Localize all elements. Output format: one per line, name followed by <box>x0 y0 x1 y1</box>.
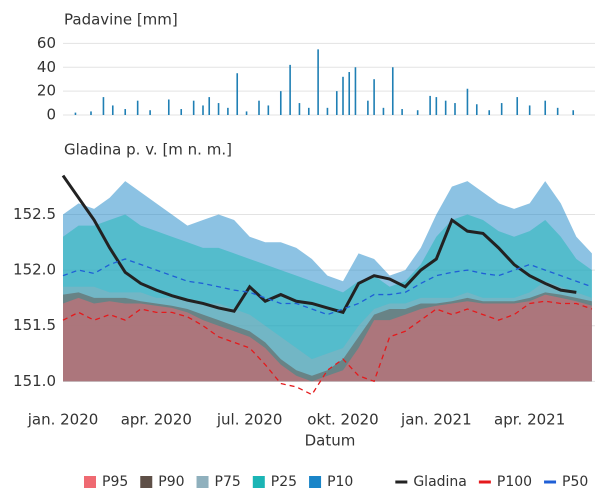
precip-bar <box>258 100 260 115</box>
precip-bar <box>217 103 220 115</box>
precip-bar <box>326 107 329 115</box>
precip-bar <box>444 100 447 115</box>
precip-bar <box>373 79 375 115</box>
precip-bar <box>298 103 301 115</box>
precip-bar <box>317 49 319 115</box>
precip-bar <box>342 76 344 115</box>
legend-swatch <box>309 476 322 488</box>
precip-bar <box>227 107 229 115</box>
precip-bar <box>202 105 204 115</box>
precip-bar <box>167 99 170 115</box>
legend-label: P100 <box>497 474 532 490</box>
y-tick-label: 152.0 <box>13 261 56 279</box>
x-tick-label: jul. 2020 <box>216 411 283 429</box>
legend-label: P50 <box>562 474 588 490</box>
precip-bar <box>149 110 151 115</box>
legend-swatch <box>84 476 96 488</box>
y-tick-label: 151.5 <box>13 316 56 334</box>
y-tick-label: 152.5 <box>13 205 56 223</box>
precip-bar <box>124 109 127 115</box>
precip-bar <box>245 111 248 115</box>
y-tick-label: 0 <box>46 106 56 124</box>
x-tick-label: jan. 2021 <box>400 411 472 429</box>
legend-label: P10 <box>327 474 353 490</box>
precip-bar <box>208 97 211 115</box>
precip-bar <box>354 67 357 115</box>
legend-swatch <box>140 476 153 488</box>
level-title: Gladina p. v. [m n. m.] <box>64 141 232 159</box>
precip-bar <box>488 110 491 115</box>
series-line <box>61 174 577 315</box>
precip-bar <box>111 105 114 115</box>
legend-label: Gladina <box>413 474 467 490</box>
precip-bar <box>516 97 519 115</box>
precip-bar <box>475 104 478 115</box>
precip-bar <box>307 107 310 115</box>
precip-bar <box>416 110 419 115</box>
precip-bar <box>102 97 105 115</box>
legend-label: P95 <box>102 474 128 490</box>
x-tick-label: jan. 2020 <box>27 411 99 429</box>
precip-bar <box>435 97 438 115</box>
precip-bar <box>279 91 282 115</box>
x-tick-label: okt. 2020 <box>307 411 378 429</box>
precip-bar <box>90 111 92 115</box>
y-tick-label: 20 <box>37 82 56 100</box>
y-tick-label: 60 <box>37 34 56 52</box>
legend-label: P25 <box>271 474 297 490</box>
precip-bar <box>192 100 195 115</box>
precip-bar <box>500 103 503 115</box>
precip-title: Padavine [mm] <box>64 11 178 29</box>
precip-bar <box>136 100 139 115</box>
y-tick-label: 151.0 <box>13 372 56 390</box>
precip-bar <box>429 95 431 115</box>
precip-bar <box>289 64 291 115</box>
precip-bar <box>267 105 270 115</box>
precip-bar <box>544 100 547 115</box>
x-tick-label: apr. 2021 <box>494 411 565 429</box>
precip-bar <box>401 109 403 115</box>
precip-bar <box>466 88 469 115</box>
precip-bar <box>180 109 183 115</box>
precip-bar <box>382 107 385 115</box>
precip-bar <box>528 105 531 115</box>
legend-label: P90 <box>158 474 184 490</box>
x-axis-title: Datum <box>305 432 356 450</box>
legend-swatch <box>252 476 265 488</box>
precip-bar <box>348 72 351 115</box>
x-tick-label: apr. 2020 <box>121 411 192 429</box>
y-tick-label: 40 <box>37 58 56 76</box>
precip-bar <box>391 67 394 115</box>
precip-bar <box>236 73 239 115</box>
series-line <box>62 258 593 316</box>
band-area <box>63 294 592 382</box>
precip-bar <box>367 100 369 115</box>
precip-bar <box>74 112 77 115</box>
precip-bar <box>572 110 575 115</box>
precip-bar <box>335 91 338 115</box>
legend-swatch <box>196 476 209 488</box>
legend-label: P75 <box>215 474 241 490</box>
precip-bar <box>454 103 456 115</box>
precip-bar <box>556 107 559 115</box>
